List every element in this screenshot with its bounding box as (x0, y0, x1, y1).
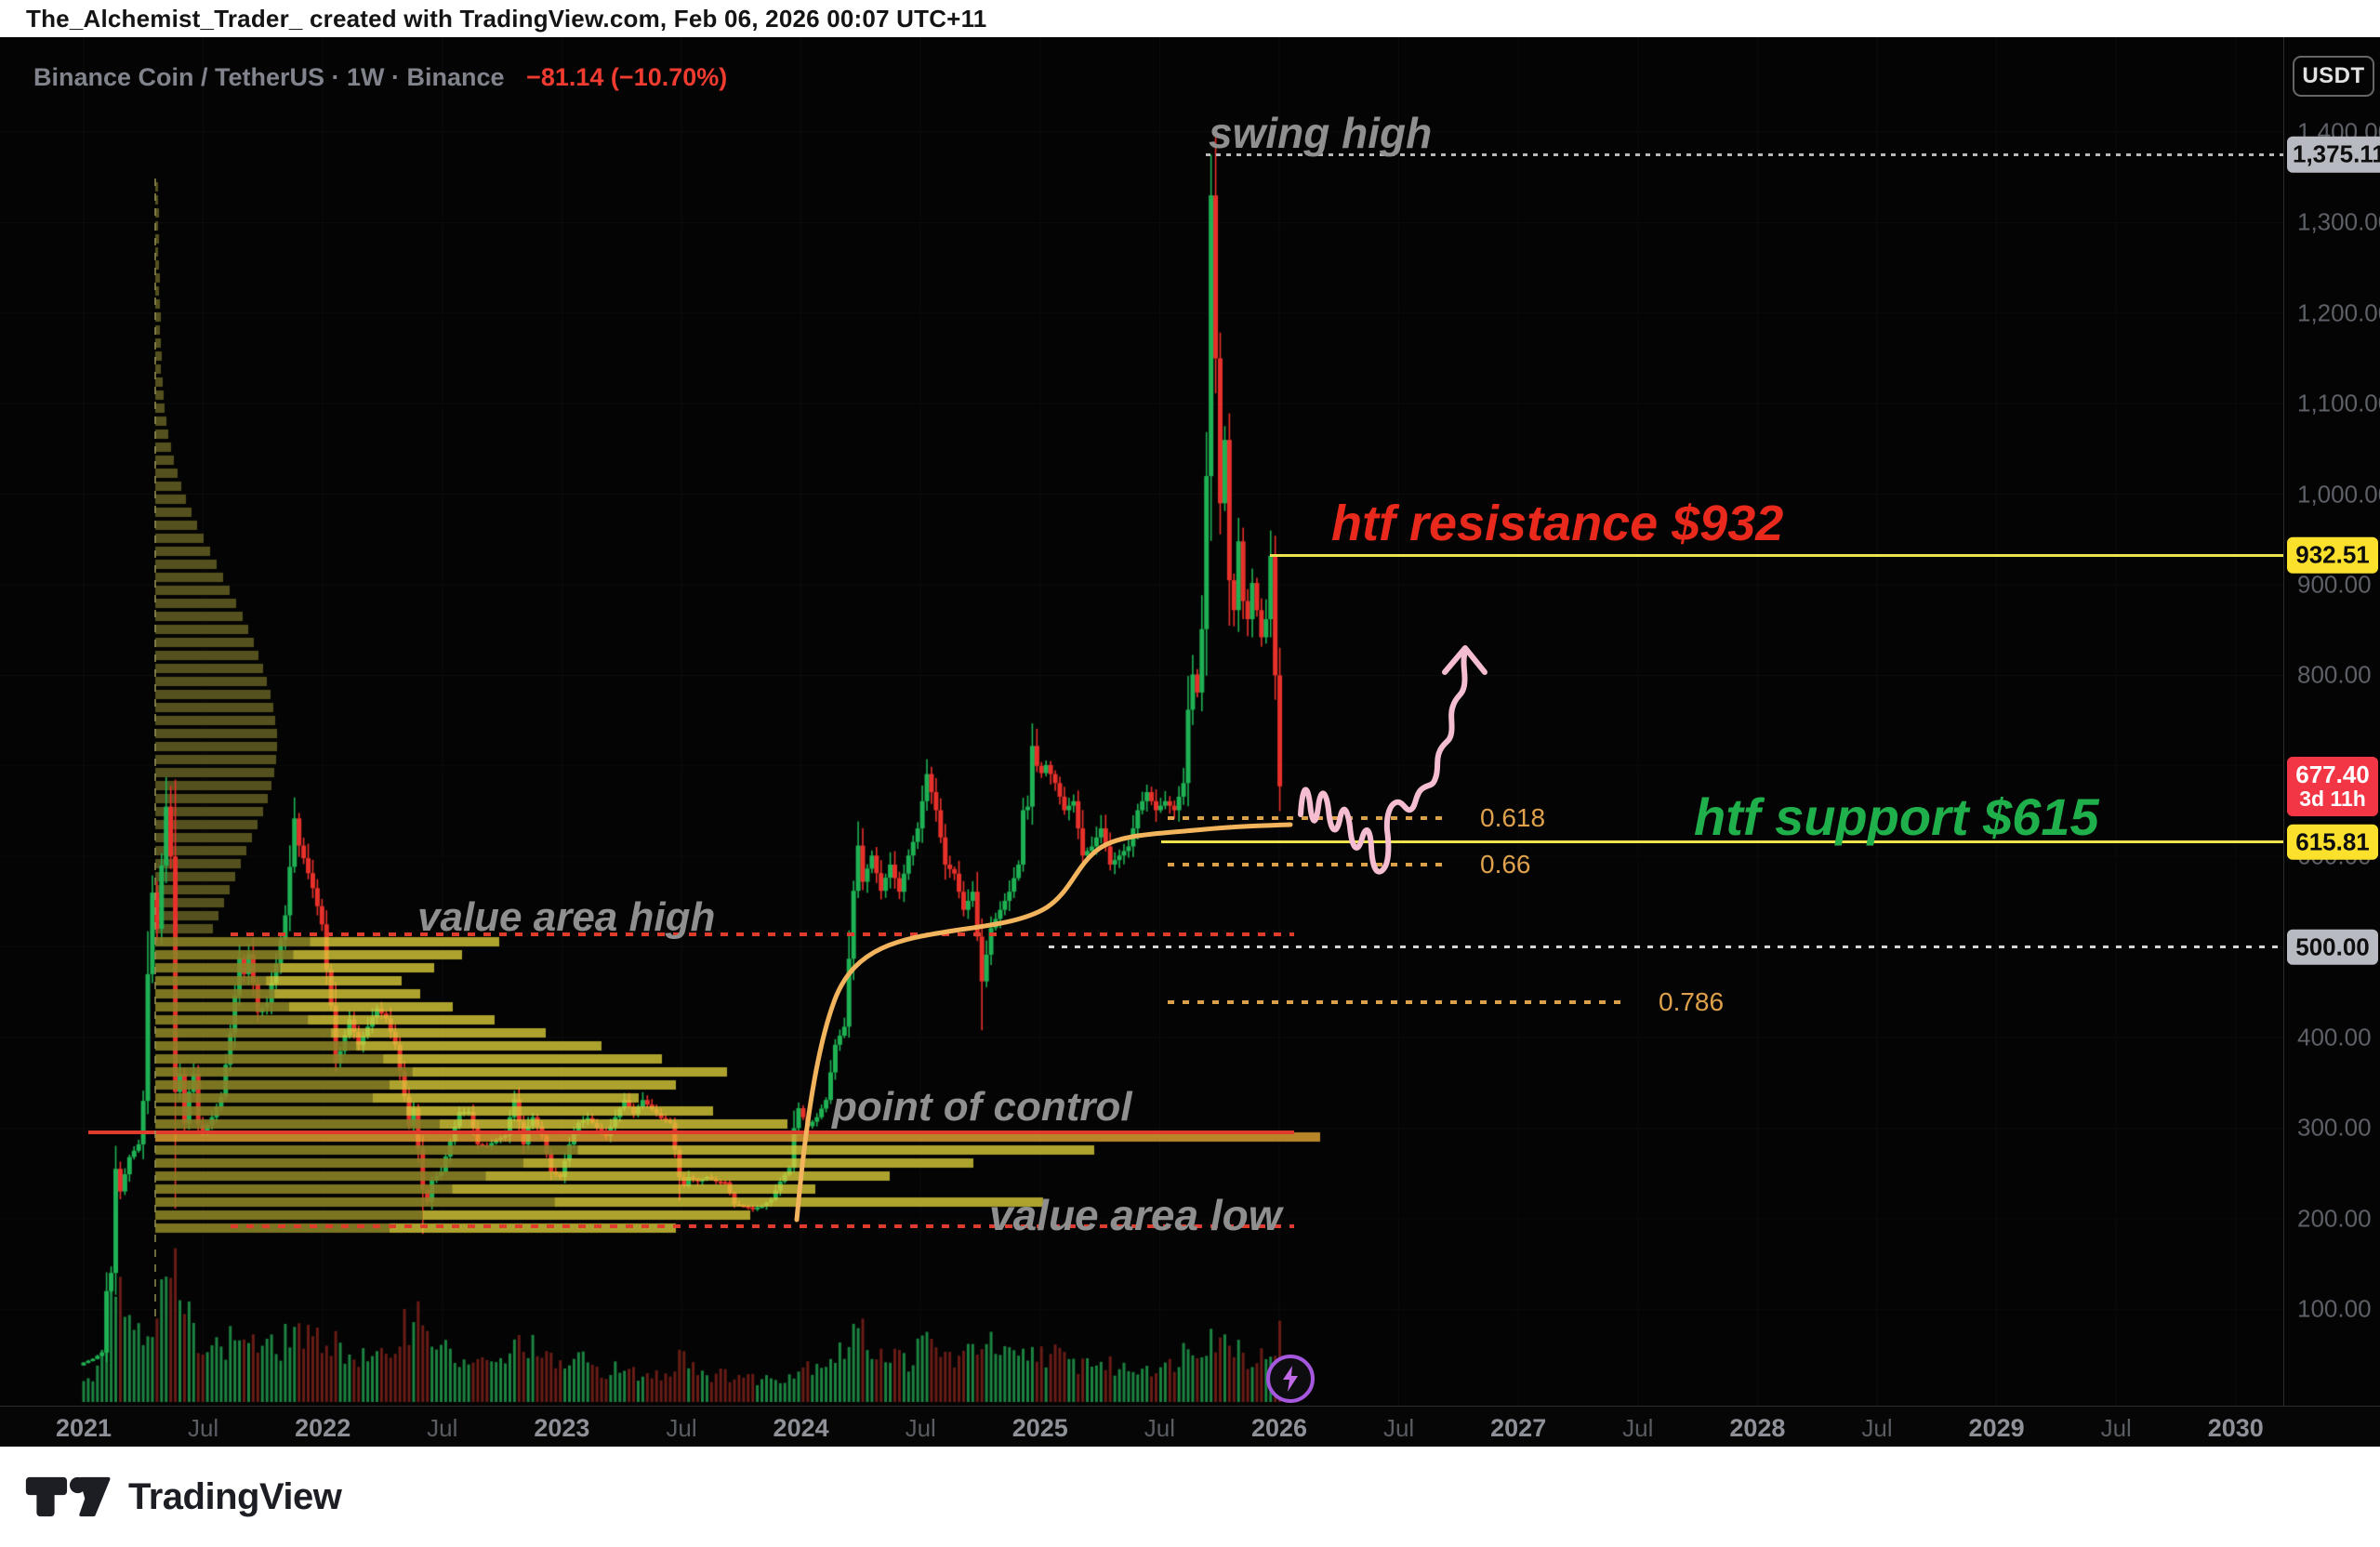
tradingview-wordmark: TradingView (128, 1475, 342, 1517)
htf-support-label: htf support $615 (1694, 787, 2099, 846)
price-level-chip: 677.40 3d 11h (2287, 756, 2378, 816)
price-tick-label: 1,200.00 (2297, 298, 2380, 327)
time-tick-label: 2022 (295, 1414, 351, 1442)
fib-0786-label: 0.786 (1659, 987, 1725, 1016)
time-tick-label: 2027 (1490, 1414, 1547, 1442)
time-tick-label: Jul (1382, 1414, 1415, 1442)
time-tick-label: 2021 (55, 1414, 112, 1442)
symbol-title: Binance Coin / TetherUS · 1W · Binance (33, 63, 505, 91)
currency-button[interactable]: USDT (2293, 56, 2374, 97)
fib-0618-label: 0.618 (1480, 803, 1546, 832)
symbol-title-bar: Binance Coin / TetherUS · 1W · Binance −… (33, 63, 727, 92)
price-tick-label: 100.00 (2297, 1294, 2372, 1323)
time-tick-label: Jul (427, 1414, 458, 1442)
value-area-low-line (231, 1223, 1294, 1228)
price-level-chip: 1,375.11 (2287, 136, 2380, 173)
htf-resistance-label: htf resistance $932 (1331, 496, 1784, 551)
time-tick-label: Jul (187, 1414, 219, 1442)
time-tick-label: 2030 (2207, 1414, 2264, 1442)
time-axis[interactable]: 2021 Jul 2022 Jul 2023 Jul 2024 Jul 2025 Jul 2026 J… (0, 1406, 2380, 1448)
time-tick-label: Jul (1622, 1414, 1654, 1442)
price-tick-label: 1,000.00 (2297, 480, 2380, 509)
price-tick-label: 800.00 (2297, 660, 2372, 689)
price-change: −81.14 (−10.70%) (526, 63, 728, 91)
price-level-chip: 932.51 (2287, 537, 2378, 574)
value-area-high-label: value area high (417, 894, 716, 940)
profile-anchor-vline (154, 178, 156, 1320)
point-of-control-line (88, 1130, 1294, 1135)
attribution-text: The_Alchemist_Trader_ created with Tradi… (26, 4, 987, 33)
htf-support-line (1161, 840, 2283, 844)
time-tick-label: Jul (905, 1414, 936, 1442)
time-tick-label: 2026 (1250, 1414, 1308, 1442)
time-tick-label: Jul (666, 1414, 697, 1442)
level-500-line (1049, 945, 2283, 949)
time-tick-label: 2023 (534, 1414, 590, 1442)
price-level-chip: 615.81 (2287, 824, 2378, 861)
value-area-low-label: value area low (989, 1191, 1282, 1239)
fib-066-label: 0.66 (1480, 850, 1531, 879)
time-tick-label: 2025 (1012, 1414, 1068, 1442)
fib-0618-line (1168, 816, 1450, 821)
lightning-badge[interactable] (1266, 1355, 1315, 1403)
htf-resistance-line (1270, 553, 2283, 557)
point-of-control-label: point of control (832, 1084, 1132, 1130)
price-tick-label: 1,100.00 (2297, 389, 2380, 417)
attribution-bar: The_Alchemist_Trader_ created with Tradi… (0, 0, 2380, 37)
time-tick-label: 2024 (773, 1414, 829, 1442)
fib-066-line (1168, 862, 1450, 866)
price-level-chip: 500.00 (2287, 929, 2378, 965)
price-tick-label: 300.00 (2297, 1113, 2372, 1142)
fib-0786-line (1168, 1000, 1629, 1004)
time-tick-label: 2029 (1968, 1414, 2025, 1442)
time-tick-label: Jul (2100, 1414, 2132, 1442)
time-tick-label: Jul (1144, 1414, 1176, 1442)
swing-high-label: swing high (1209, 109, 1433, 157)
tradingview-logo-icon (25, 1476, 111, 1517)
price-tick-label: 900.00 (2297, 570, 2372, 599)
lightning-icon (1283, 1366, 1298, 1392)
price-tick-label: 400.00 (2297, 1023, 2372, 1051)
footer-bar: TradingView (0, 1447, 2380, 1547)
price-tick-label: 200.00 (2297, 1204, 2372, 1233)
value-area-high-line (231, 932, 1294, 936)
time-tick-label: 2028 (1729, 1414, 1786, 1442)
price-tick-label: 1,300.00 (2297, 207, 2380, 236)
swing-high-line (1206, 152, 2283, 156)
chart-area[interactable]: swing high htf resistance $932 htf suppo… (0, 37, 2380, 1448)
time-tick-label: Jul (1861, 1414, 1893, 1442)
price-axis[interactable]: USDT 1,400.001,300.001,200.001,100.001,0… (2283, 37, 2380, 1406)
